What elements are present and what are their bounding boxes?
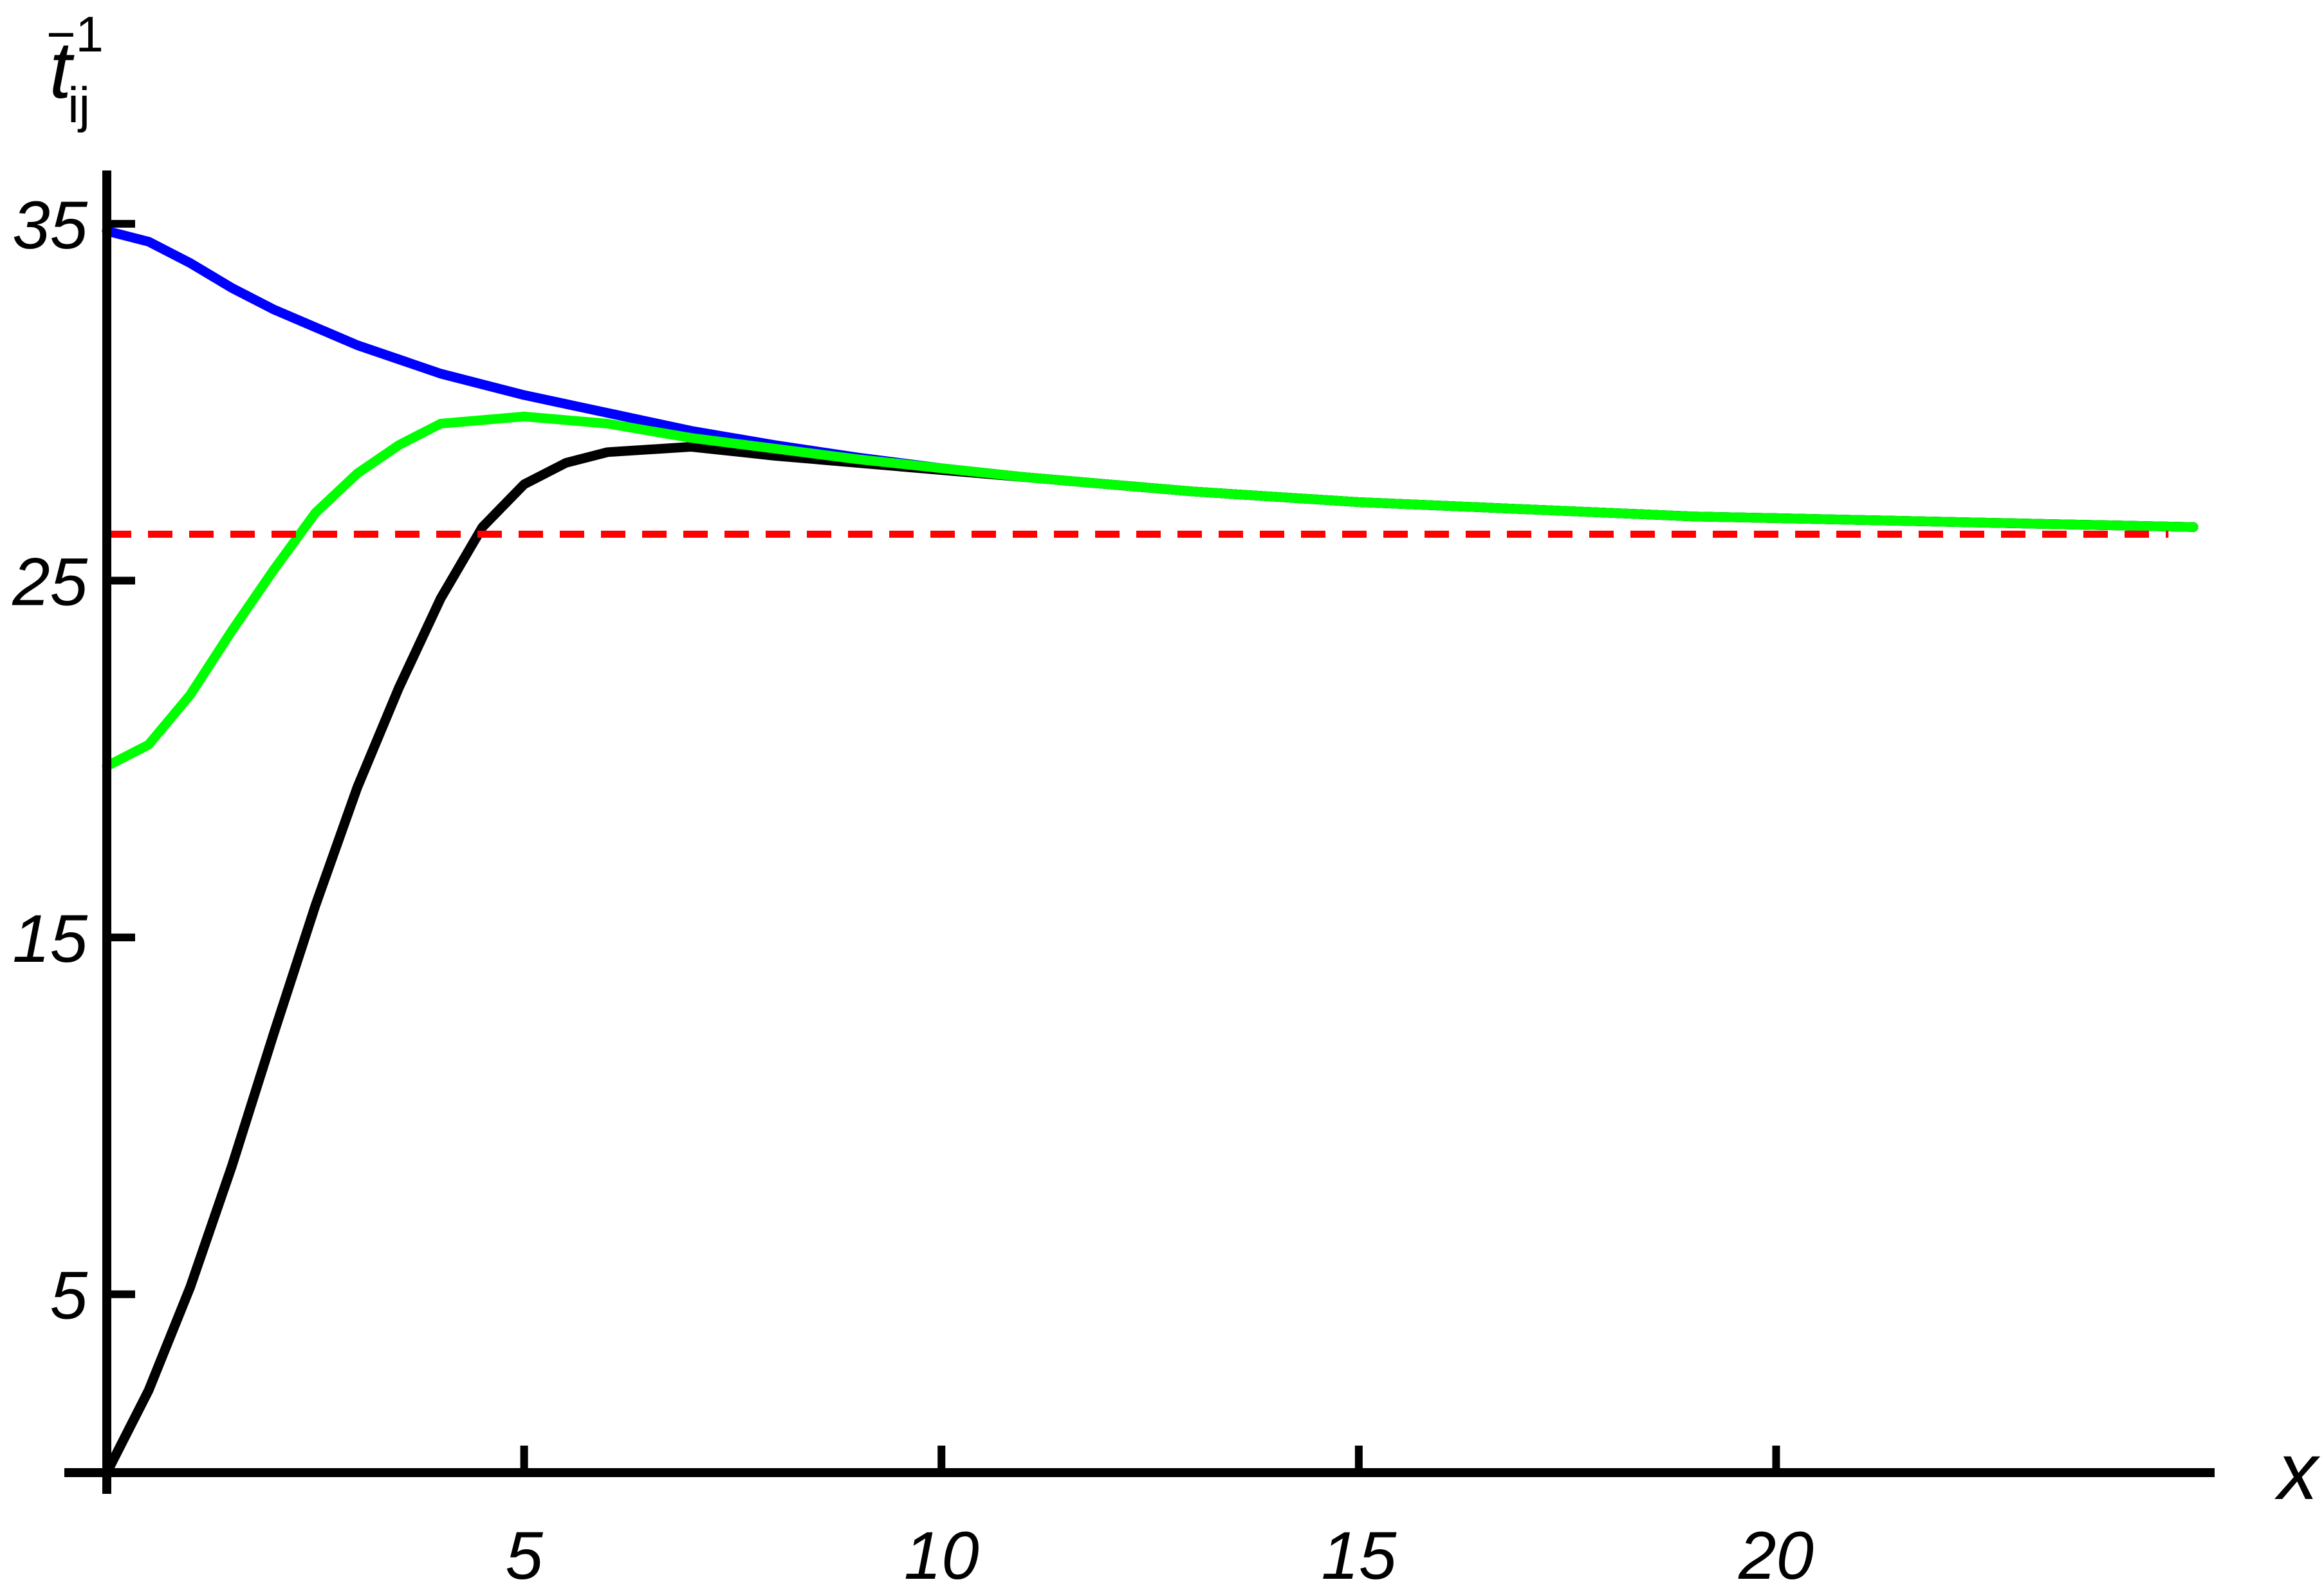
- y-axis-label-base: t: [50, 26, 75, 115]
- series-line-3: [102, 411, 2199, 771]
- x-tick-label: 15: [1321, 1518, 1396, 1591]
- axes-layer: [64, 170, 2215, 1494]
- y-axis-label-superscript: −1: [46, 6, 104, 62]
- y-tick-label: 35: [12, 188, 88, 263]
- x-tick-label: 20: [1738, 1518, 1814, 1591]
- x-tick-label: 5: [505, 1518, 543, 1591]
- ticks-layer: 5 10 15 20 5 15 25 35: [12, 188, 1814, 1591]
- x-axis-label: x: [2274, 1427, 2321, 1516]
- x-tick-label: 10: [904, 1518, 979, 1591]
- series-line-1: [102, 226, 2199, 532]
- y-tick-label: 25: [12, 545, 88, 620]
- series-layer: [102, 226, 2199, 1478]
- y-axis-label: tij −1: [46, 6, 104, 133]
- y-tick-label: 5: [50, 1258, 88, 1334]
- y-axis-label-subscript: ij: [68, 77, 90, 133]
- y-tick-label: 15: [12, 901, 88, 977]
- series-line-2: [102, 442, 2199, 1478]
